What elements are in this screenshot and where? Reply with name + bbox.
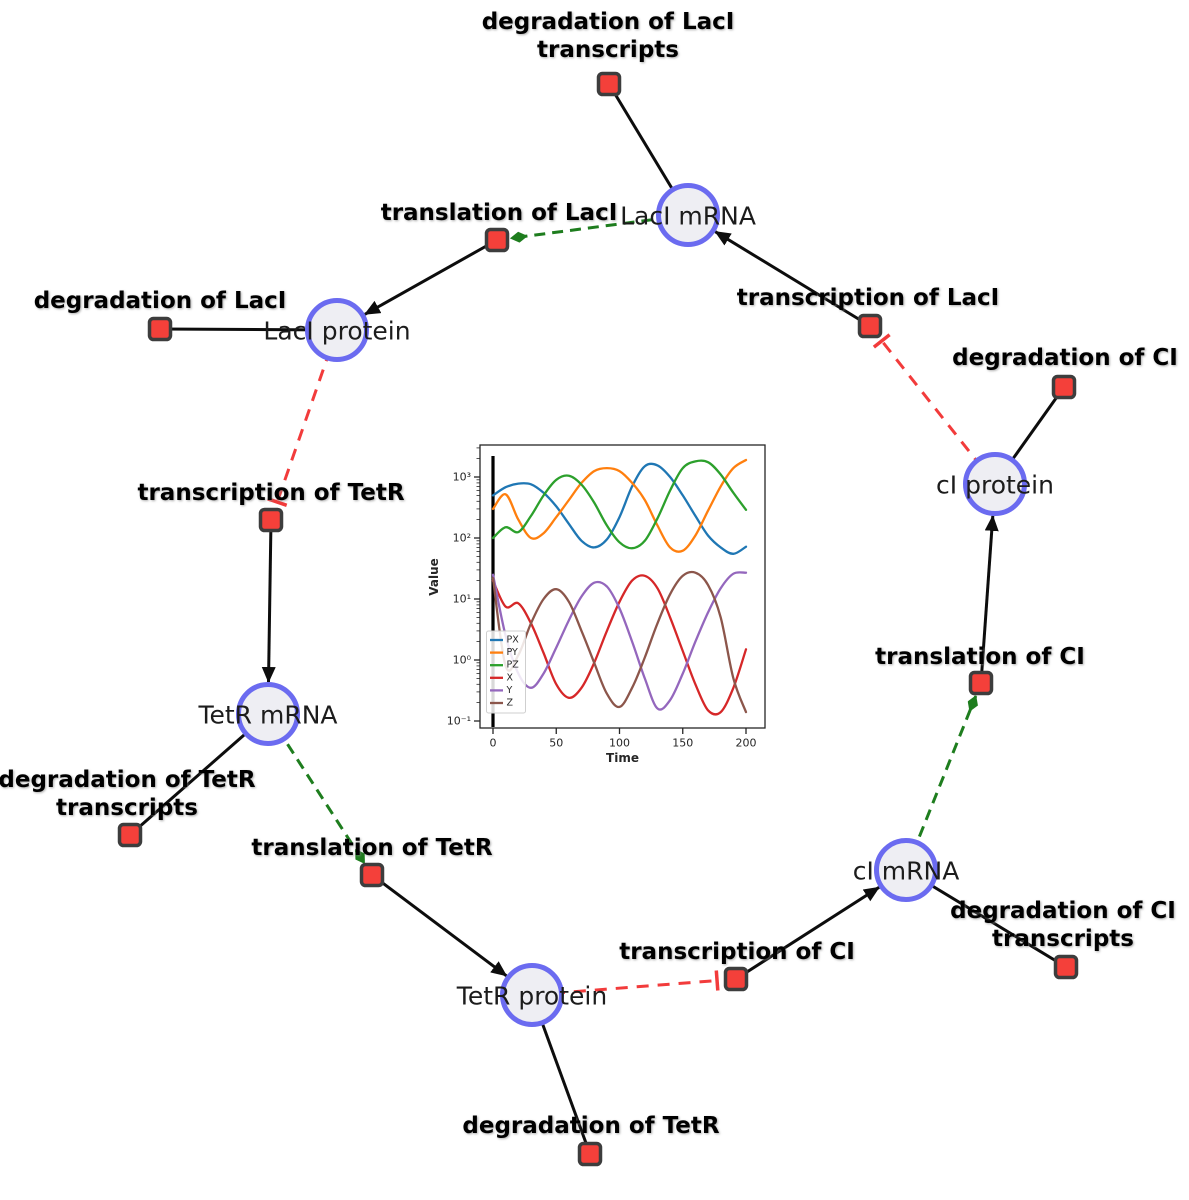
species-node-tetr-protein[interactable] <box>500 963 564 1027</box>
series-PX-line <box>491 462 748 555</box>
edge-modifier-laci-mrna-translation-laci <box>509 213 689 243</box>
reaction-node-deg-laci[interactable] <box>147 316 173 342</box>
reaction-node-translation-ci[interactable] <box>968 670 994 696</box>
edge-product-transcription-laci-laci-mrna <box>714 230 871 328</box>
edge-modifier-tetr-mrna-translation-tetr <box>266 713 366 865</box>
reaction-node-transcription-ci[interactable] <box>723 966 749 992</box>
edge-modifier-ci-mrna-translation-ci <box>904 695 978 871</box>
species-label-ci-protein: cI protein <box>936 471 1054 500</box>
series-PZ-line <box>491 459 748 550</box>
inhibitor-tbar-transcription-laci <box>872 333 891 349</box>
reaction-label-translation-laci: translation of LacI <box>381 200 618 226</box>
reaction-node-deg-ci[interactable] <box>1051 374 1077 400</box>
x-tick-label: 150 <box>672 737 693 750</box>
legend-label-Z: Z <box>507 698 514 709</box>
series-PY-line <box>491 458 748 553</box>
legend-label-X: X <box>507 672 514 683</box>
reaction-label-transcription-tetr: transcription of TetR <box>137 480 404 506</box>
species-label-laci-mrna: LacI mRNA <box>620 202 756 231</box>
reaction-label-translation-ci: translation of CI <box>875 644 1085 670</box>
edge-product-transcription-ci-ci-mrna <box>735 886 880 981</box>
legend-label-PX: PX <box>507 635 520 646</box>
species-node-ci-mrna[interactable] <box>874 838 938 902</box>
species-node-laci-protein[interactable] <box>305 298 369 362</box>
reaction-node-translation-laci[interactable] <box>484 227 510 253</box>
series-Z-line <box>491 570 748 714</box>
series-Y-line <box>491 571 748 711</box>
y-tick-label: 10⁰ <box>453 654 472 667</box>
species-node-laci-mrna[interactable] <box>656 183 720 247</box>
reaction-node-deg-tetr[interactable] <box>577 1141 603 1167</box>
reaction-label-translation-tetr: translation of TetR <box>251 835 492 861</box>
inhibitor-tbar-transcription-ci <box>714 970 720 991</box>
x-axis-label: Time <box>606 751 639 765</box>
edge-product-translation-ci-ci-protein <box>979 514 999 684</box>
edge-product-transcription-tetr-tetr-mrna <box>261 519 276 683</box>
species-label-tetr-protein: TetR protein <box>456 982 607 1011</box>
legend-label-Y: Y <box>506 685 513 696</box>
reaction-node-deg-laci-transcripts[interactable] <box>596 71 622 97</box>
reaction-node-transcription-laci[interactable] <box>857 313 883 339</box>
y-tick-label: 10³ <box>453 471 471 484</box>
x-tick-label: 100 <box>609 737 630 750</box>
reaction-node-transcription-tetr[interactable] <box>258 507 284 533</box>
reaction-label-deg-ci: degradation of CI <box>952 345 1178 371</box>
reaction-node-translation-tetr[interactable] <box>359 862 385 888</box>
y-tick-label: 10⁻¹ <box>447 715 471 728</box>
reaction-label-deg-tetr-transcripts: transcripts <box>56 795 198 821</box>
inhibitor-tbar-transcription-tetr <box>267 497 288 507</box>
reaction-label-transcription-ci: transcription of CI <box>619 939 855 965</box>
reaction-label-deg-laci-transcripts: degradation of LacI <box>482 9 735 35</box>
species-node-tetr-mrna[interactable] <box>236 682 300 746</box>
species-label-laci-protein: LacI protein <box>263 317 410 346</box>
reaction-node-deg-tetr-transcripts[interactable] <box>117 822 143 848</box>
x-tick-label: 200 <box>736 737 757 750</box>
reaction-label-deg-tetr-transcripts: degradation of TetR <box>0 767 256 793</box>
species-label-ci-mrna: cI mRNA <box>853 857 960 886</box>
legend-label-PZ: PZ <box>507 660 520 671</box>
reaction-label-deg-laci: degradation of LacI <box>34 288 287 314</box>
y-tick-label: 10² <box>453 532 471 545</box>
reaction-label-deg-tetr: degradation of TetR <box>462 1113 719 1139</box>
reaction-label-transcription-laci: transcription of LacI <box>737 285 1000 311</box>
x-tick-label: 0 <box>490 737 497 750</box>
reaction-node-deg-ci-transcripts[interactable] <box>1053 954 1079 980</box>
legend-label-PY: PY <box>507 647 519 658</box>
y-axis-label: Value <box>427 558 441 596</box>
edge-product-translation-laci-laci-protein <box>364 238 498 316</box>
species-label-tetr-mrna: TetR mRNA <box>197 701 337 730</box>
reaction-label-deg-ci-transcripts: transcripts <box>992 926 1134 952</box>
x-tick-label: 50 <box>549 737 563 750</box>
series-X-line <box>491 574 748 716</box>
reaction-label-deg-ci-transcripts: degradation of CI <box>950 898 1176 924</box>
species-node-ci-protein[interactable] <box>963 452 1027 516</box>
reaction-label-deg-laci-transcripts: transcripts <box>537 37 679 63</box>
y-tick-label: 10¹ <box>453 593 471 606</box>
edge-product-translation-tetr-tetr-protein <box>371 873 508 977</box>
